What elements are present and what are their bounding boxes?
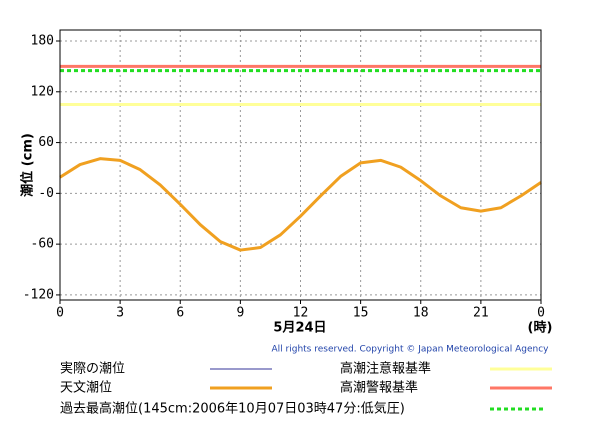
legend-label: 天文潮位 [60,381,112,396]
x-axis-label: 5月24日 [273,321,326,336]
x-tick-label: 3 [116,306,124,321]
legend-label: 高潮警報基準 [340,380,418,396]
legend-label: 過去最高潮位(145cm:2006年10月07日03時47分:低気圧) [60,401,405,417]
x-tick-label: 18 [413,306,429,321]
y-tick-label: 180 [31,34,54,49]
plot-border [59,29,542,301]
legend-label: 高潮注意報基準 [340,361,431,377]
y-tick-label: -60 [31,237,54,252]
x-tick-label: 21 [473,306,489,321]
x-tick-label: 15 [353,306,369,321]
x-axis-unit: (時) [528,320,553,336]
y-tick-label: 120 [31,84,54,99]
x-tick-label: 0 [537,306,545,321]
legend-label: 実際の潮位 [60,361,125,377]
x-tick-label: 0 [56,306,64,321]
y-tick-label: 60 [38,135,54,150]
copyright: All rights reserved. Copyright © Japan M… [272,345,550,355]
x-tick-label: 6 [176,306,184,321]
x-tick-label: 9 [236,306,244,321]
tide-line [59,157,542,252]
y-tick-label: -0 [38,186,54,201]
y-axis-label: 潮位 (cm) [20,133,36,197]
x-tick-label: 12 [293,306,309,321]
y-tick-label: -120 [23,287,54,302]
